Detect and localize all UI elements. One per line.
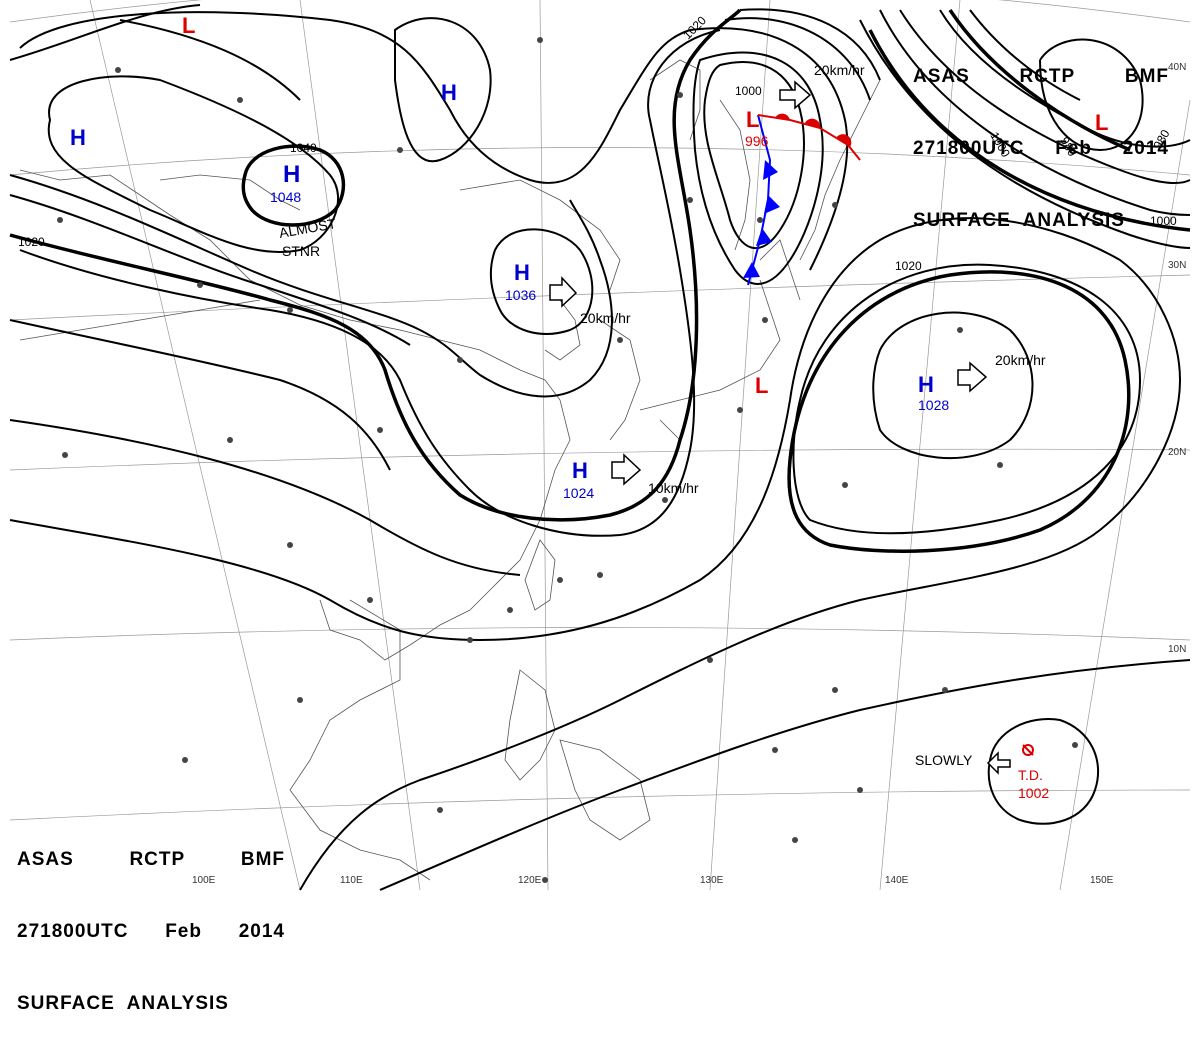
- header-bottom-office: BMF: [240, 849, 285, 870]
- station-plots: [57, 37, 1078, 883]
- header-top-line2: 271800UTC Feb 2014: [913, 137, 1169, 161]
- high-center-mongolia: H: [441, 80, 457, 105]
- high-center-pacific-value: 1028: [918, 397, 949, 413]
- header-bottom-line3: SURFACE ANALYSIS: [17, 993, 229, 1014]
- header-top-line3: SURFACE ANALYSIS: [913, 210, 1125, 231]
- cold-front: [743, 114, 780, 286]
- high-center-siberia: H: [283, 161, 300, 188]
- motion-label-low: 20km/hr: [814, 62, 865, 78]
- graticule: [9, 0, 1191, 891]
- motion-label-china-high: 20km/hr: [580, 310, 631, 326]
- latitude-labels: 30N 20N 10N 40N: [1168, 62, 1186, 655]
- header-top-station: RCTP: [1019, 66, 1076, 87]
- isobar-label-1040: 1040: [290, 141, 317, 155]
- lon-label-150e: 150E: [1090, 875, 1114, 886]
- lon-label-130e: 130E: [700, 875, 724, 886]
- motion-label-pacific-high: 20km/hr: [995, 352, 1046, 368]
- isobars-thin: [9, 4, 1191, 891]
- lat-label-10n: 10N: [1168, 644, 1186, 655]
- header-top-time: 271800UTC: [913, 138, 1025, 159]
- lat-label-20n: 20N: [1168, 447, 1186, 458]
- motion-arrows: [549, 80, 1011, 775]
- header-bottom-station: RCTP: [129, 849, 186, 870]
- header-bottom-month: Feb: [165, 921, 202, 942]
- lat-label-30n: 30N: [1168, 260, 1186, 271]
- header-bottom: ASAS RCTP BMF 271800UTC Feb 2014 SURFACE…: [17, 800, 285, 1040]
- high-center-west: H: [70, 125, 86, 150]
- high-center-siberia-value: 1048: [270, 189, 301, 205]
- header-top-month: Feb: [1055, 138, 1092, 159]
- high-center-pacific: H: [918, 372, 934, 397]
- tropical-depression-value: 1002: [1018, 785, 1049, 801]
- isobars-thick: [9, 8, 1191, 553]
- isobar-label-1020-west: 1020: [18, 235, 45, 249]
- header-bottom-line2: 271800UTC Feb 2014: [17, 920, 285, 944]
- header-top-region: ASAS: [913, 66, 970, 87]
- header-top-year: 2014: [1122, 138, 1169, 159]
- longitude-labels: 100E 110E 120E 130E 140E 150E: [192, 875, 1114, 886]
- isobar-label-1020-east: 1020: [895, 259, 922, 273]
- tropical-depression-icon: [1022, 744, 1034, 756]
- header-bottom-time: 271800UTC: [17, 921, 129, 942]
- motion-label-td: SLOWLY: [915, 752, 973, 768]
- lon-label-110e: 110E: [340, 875, 363, 886]
- isobar-label-1000-low: 1000: [735, 84, 762, 98]
- surface-analysis-map: 30N 20N 10N 40N 100E 110E 120E 130E 140E…: [9, 0, 1191, 891]
- header-top-line1: ASAS RCTP BMF: [913, 65, 1169, 89]
- lon-label-140e: 140E: [885, 875, 909, 886]
- tropical-depression: T.D. 1002: [1018, 744, 1049, 801]
- motion-label-taiwan-high: 10km/hr: [648, 480, 699, 496]
- stationary-label-line2: STNR: [282, 243, 320, 259]
- warm-front: [757, 113, 861, 161]
- isobar-labels: 1040 1020 1020 1020 1000 1000 980 980 10…: [18, 13, 1177, 273]
- lon-label-120e: 120E: [518, 875, 542, 886]
- low-center-japan-sea: L: [746, 107, 759, 132]
- lat-label-40n: 40N: [1168, 62, 1186, 73]
- high-center-china-value: 1036: [505, 287, 536, 303]
- high-center-china: H: [514, 260, 530, 285]
- coastlines: [19, 59, 881, 881]
- low-center-japan-sea-value: 996: [745, 133, 769, 149]
- header-bottom-line1: ASAS RCTP BMF: [17, 848, 285, 872]
- low-center-honshu: L: [755, 373, 768, 398]
- motion-labels: 20km/hr 20km/hr 20km/hr 10km/hr SLOWLY: [580, 62, 1046, 768]
- low-center-kuril: L: [1095, 110, 1108, 135]
- header-top: ASAS RCTP BMF 271800UTC Feb 2014 SURFACE…: [913, 17, 1169, 257]
- header-bottom-year: 2014: [238, 921, 285, 942]
- isobar-label-1000-east: 1000: [1150, 214, 1177, 228]
- pressure-centers: H 1048 H 1036 H 1024 H 1028 H H L 996 L …: [70, 13, 1108, 501]
- lon-label-100e: 100E: [192, 875, 216, 886]
- low-center-north: L: [182, 13, 195, 38]
- tropical-depression-label: T.D.: [1018, 767, 1043, 783]
- high-center-taiwan: H: [572, 458, 588, 483]
- header-top-office: BMF: [1124, 66, 1169, 87]
- header-bottom-region: ASAS: [17, 849, 74, 870]
- high-center-taiwan-value: 1024: [563, 485, 594, 501]
